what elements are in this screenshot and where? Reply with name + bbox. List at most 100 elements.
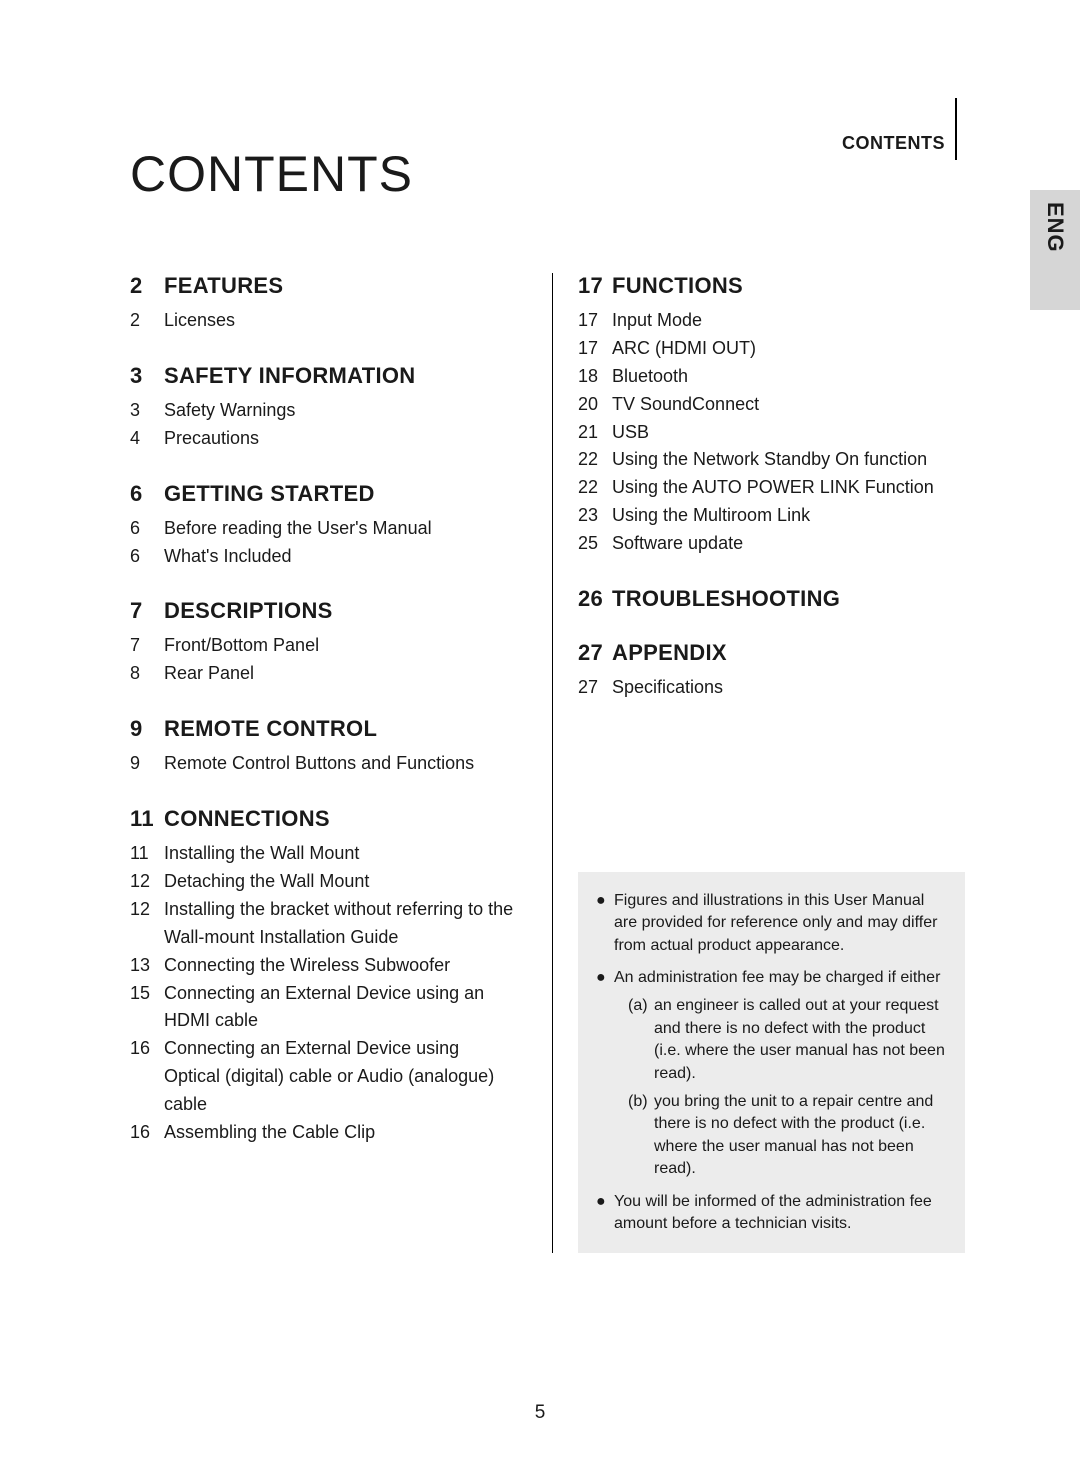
toc-section-title: TROUBLESHOOTING — [612, 586, 840, 612]
bullet-icon: ● — [596, 890, 614, 957]
toc-section: 27APPENDIX27Specifications — [578, 640, 965, 702]
toc-item-label: Using the Multiroom Link — [612, 502, 965, 530]
toc-item: 25Software update — [578, 530, 965, 558]
toc-section-heading: 26TROUBLESHOOTING — [578, 586, 965, 612]
toc-item-page: 6 — [130, 515, 164, 543]
toc-section-heading: 2FEATURES — [130, 273, 517, 299]
toc-item-label: Connecting an External Device using an H… — [164, 980, 517, 1036]
toc-item-label: Connecting the Wireless Subwoofer — [164, 952, 517, 980]
note-sub-text: an engineer is called out at your reques… — [654, 995, 951, 1085]
toc-section: 17FUNCTIONS17Input Mode17ARC (HDMI OUT)1… — [578, 273, 965, 558]
header-section-label: CONTENTS — [842, 98, 957, 160]
toc-item: 13Connecting the Wireless Subwoofer — [130, 952, 517, 980]
toc-section-title: REMOTE CONTROL — [164, 716, 377, 742]
toc-item: 22Using the Network Standby On function — [578, 446, 965, 474]
toc-section-heading: 11CONNECTIONS — [130, 806, 517, 832]
toc-section: 11CONNECTIONS 11Installing the Wall Mount… — [130, 806, 517, 1147]
toc-item-label: Before reading the User's Manual — [164, 515, 517, 543]
toc-item-label: Connecting an External Device using Opti… — [164, 1035, 517, 1119]
toc-item-page: 16 — [130, 1119, 164, 1147]
toc-item-label: Installing the bracket without referring… — [164, 896, 517, 952]
toc-item-page: 21 — [578, 419, 612, 447]
toc-left-column: 2FEATURES2Licenses3SAFETY INFORMATION3Sa… — [130, 273, 517, 1253]
toc-item-label: Specifications — [612, 674, 965, 702]
toc-item-page: 6 — [130, 543, 164, 571]
note-sub-item: (a)an engineer is called out at your req… — [614, 995, 951, 1085]
toc-item-page: 27 — [578, 674, 612, 702]
toc-item-page: 22 — [578, 474, 612, 502]
toc-right-column: 17FUNCTIONS17Input Mode17ARC (HDMI OUT)1… — [552, 273, 965, 1253]
toc-item: 2Licenses — [130, 307, 517, 335]
toc-section-page: 11 — [130, 806, 164, 832]
toc-item: 18Bluetooth — [578, 363, 965, 391]
toc-section-title: CONNECTIONS — [164, 806, 330, 832]
toc-item: 11Installing the Wall Mount — [130, 840, 517, 868]
toc-section-heading: 17FUNCTIONS — [578, 273, 965, 299]
toc-section-heading: 27APPENDIX — [578, 640, 965, 666]
page-title: CONTENTS — [130, 145, 965, 203]
toc-item: 12Detaching the Wall Mount — [130, 868, 517, 896]
bullet-icon: ● — [596, 1191, 614, 1236]
toc-item-label: Safety Warnings — [164, 397, 517, 425]
toc-section-heading: 9REMOTE CONTROL — [130, 716, 517, 742]
toc-item-page: 12 — [130, 868, 164, 896]
toc-item: 20TV SoundConnect — [578, 391, 965, 419]
toc-item-label: What's Included — [164, 543, 517, 571]
toc-item-label: Bluetooth — [612, 363, 965, 391]
toc-section: 9REMOTE CONTROL9Remote Control Buttons a… — [130, 716, 517, 778]
toc-section-title: DESCRIPTIONS — [164, 598, 333, 624]
toc-item-label: Assembling the Cable Clip — [164, 1119, 517, 1147]
toc-item-label: Using the AUTO POWER LINK Function — [612, 474, 965, 502]
toc-item: 8Rear Panel — [130, 660, 517, 688]
language-code: ENG — [1042, 202, 1068, 253]
toc-item: 17ARC (HDMI OUT) — [578, 335, 965, 363]
toc-section-title: FEATURES — [164, 273, 283, 299]
toc-item-label: Front/Bottom Panel — [164, 632, 517, 660]
toc-section: 26TROUBLESHOOTING — [578, 586, 965, 612]
toc-item-page: 17 — [578, 335, 612, 363]
toc-item: 6What's Included — [130, 543, 517, 571]
toc-section-page: 9 — [130, 716, 164, 742]
notes-box: ●Figures and illustrations in this User … — [578, 872, 965, 1253]
toc-item-page: 8 — [130, 660, 164, 688]
toc-item: 17Input Mode — [578, 307, 965, 335]
toc-item-page: 16 — [130, 1035, 164, 1063]
note-text: An administration fee may be charged if … — [614, 967, 951, 1181]
toc-item: 7Front/Bottom Panel — [130, 632, 517, 660]
bullet-icon: ● — [596, 967, 614, 1181]
toc-section-page: 7 — [130, 598, 164, 624]
toc-item-label: Detaching the Wall Mount — [164, 868, 517, 896]
toc-section: 6GETTING STARTED6Before reading the User… — [130, 481, 517, 571]
note-item: ●Figures and illustrations in this User … — [596, 890, 951, 957]
toc-columns: 2FEATURES2Licenses3SAFETY INFORMATION3Sa… — [130, 273, 965, 1253]
toc-item: 22Using the AUTO POWER LINK Function — [578, 474, 965, 502]
toc-item-page: 22 — [578, 446, 612, 474]
toc-item: 15Connecting an External Device using an… — [130, 980, 517, 1036]
toc-item-label: Licenses — [164, 307, 517, 335]
page-number: 5 — [0, 1402, 1080, 1424]
toc-item: 12Installing the bracket without referri… — [130, 896, 517, 952]
note-sub-text: you bring the unit to a repair centre an… — [654, 1091, 951, 1181]
toc-item-page: 11 — [130, 840, 164, 868]
note-text: Figures and illustrations in this User M… — [614, 890, 951, 957]
toc-section-title: FUNCTIONS — [612, 273, 743, 299]
toc-section-page: 27 — [578, 640, 612, 666]
toc-section: 2FEATURES2Licenses — [130, 273, 517, 335]
toc-section-title: APPENDIX — [612, 640, 727, 666]
toc-section-page: 6 — [130, 481, 164, 507]
toc-item-label: Software update — [612, 530, 965, 558]
toc-section-page: 2 — [130, 273, 164, 299]
toc-item-page: 4 — [130, 425, 164, 453]
toc-section-page: 3 — [130, 363, 164, 389]
toc-item-page: 25 — [578, 530, 612, 558]
toc-section-page: 26 — [578, 586, 612, 612]
note-sub-item: (b)you bring the unit to a repair centre… — [614, 1091, 951, 1181]
toc-item-page: 9 — [130, 750, 164, 778]
toc-item-label: Using the Network Standby On function — [612, 446, 965, 474]
toc-item: 23Using the Multiroom Link — [578, 502, 965, 530]
toc-item: 4Precautions — [130, 425, 517, 453]
toc-section-heading: 7DESCRIPTIONS — [130, 598, 517, 624]
toc-item-label: Precautions — [164, 425, 517, 453]
toc-item-label: Remote Control Buttons and Functions — [164, 750, 517, 778]
toc-item-page: 17 — [578, 307, 612, 335]
